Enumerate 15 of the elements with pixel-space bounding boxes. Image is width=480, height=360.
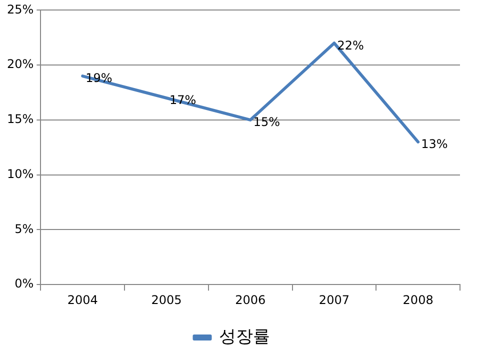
x-tick-label: 2007	[318, 292, 350, 307]
y-tick-label: 20%	[7, 57, 34, 72]
y-tick-label: 5%	[14, 222, 34, 236]
y-tick-label: 25%	[7, 2, 34, 16]
y-tick-label: 0%	[14, 276, 34, 291]
data-label: 15%	[253, 115, 280, 130]
data-label: 13%	[421, 137, 448, 152]
x-tick-label: 2005	[151, 292, 182, 307]
data-label: 22%	[337, 38, 364, 52]
y-tick-label: 10%	[7, 166, 34, 181]
x-tick-label: 2008	[402, 292, 434, 307]
x-tick-label: 2004	[67, 292, 98, 307]
y-tick-label: 15%	[7, 112, 34, 126]
x-tick-label: 2006	[235, 292, 266, 307]
legend-label: 성장률	[218, 326, 270, 347]
